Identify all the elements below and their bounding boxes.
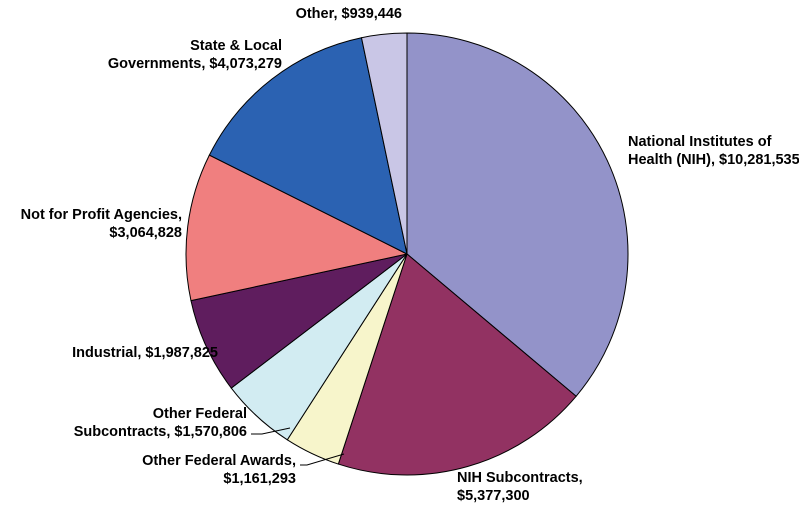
leader-lines (251, 427, 345, 466)
slice-label-line: Other Federal Awards, (142, 453, 296, 469)
slice-label-line: Other Federal (153, 406, 247, 422)
pie-slices (185, 32, 629, 476)
slice-label-line: $5,377,300 (457, 488, 530, 504)
slice-label-line: $1,161,293 (223, 471, 296, 487)
slice-label-other-federal-awards: Other Federal Awards, $1,161,293 (142, 453, 296, 487)
slice-label-industrial: Industrial, $1,987,825 (72, 345, 218, 361)
slice-label-line: State & Local (190, 38, 282, 54)
slice-label-line: Not for Profit Agencies, (21, 207, 182, 223)
slice-labels: National Institutes of Health (NIH), $10,… (21, 6, 799, 504)
slice-label-line: Subcontracts, $1,570,806 (74, 424, 247, 440)
slice-label-state-and-local-governments: State & Local Governments, $4,073,279 (108, 38, 282, 72)
slice-label-other-federal-subcontracts: Other Federal Subcontracts, $1,570,806 (74, 406, 247, 440)
pie-slice-state-and-local-governments (208, 37, 408, 255)
slice-label-line: Industrial, $1,987,825 (72, 345, 218, 361)
slice-label-other: Other, $939,446 (296, 6, 402, 22)
pie-slice-not-for-profit-agencies (185, 154, 409, 302)
slice-label-national-institutes-of-health-nih: National Institutes of Health (NIH), $10,… (628, 134, 799, 168)
slice-label-nih-subcontracts: NIH Subcontracts, $5,377,300 (457, 470, 583, 504)
slice-label-line: National Institutes of (628, 134, 772, 150)
leader-line-other-federal-awards (300, 453, 345, 466)
slice-label-line: $3,064,828 (109, 225, 182, 241)
leader-line-other-federal-subcontracts (251, 427, 291, 435)
slice-label-line: Health (NIH), $10,281,535 (628, 152, 799, 168)
pie-slice-national-institutes-of-health-nih (406, 32, 629, 397)
pie-slice-nih-subcontracts (337, 253, 577, 476)
slice-label-line: Other, $939,446 (296, 6, 402, 22)
slice-label-not-for-profit-agencies: Not for Profit Agencies, $3,064,828 (21, 207, 182, 241)
slice-label-line: NIH Subcontracts, (457, 470, 583, 486)
pie-slice-other (360, 32, 408, 255)
slice-label-line: Governments, $4,073,279 (108, 56, 282, 72)
